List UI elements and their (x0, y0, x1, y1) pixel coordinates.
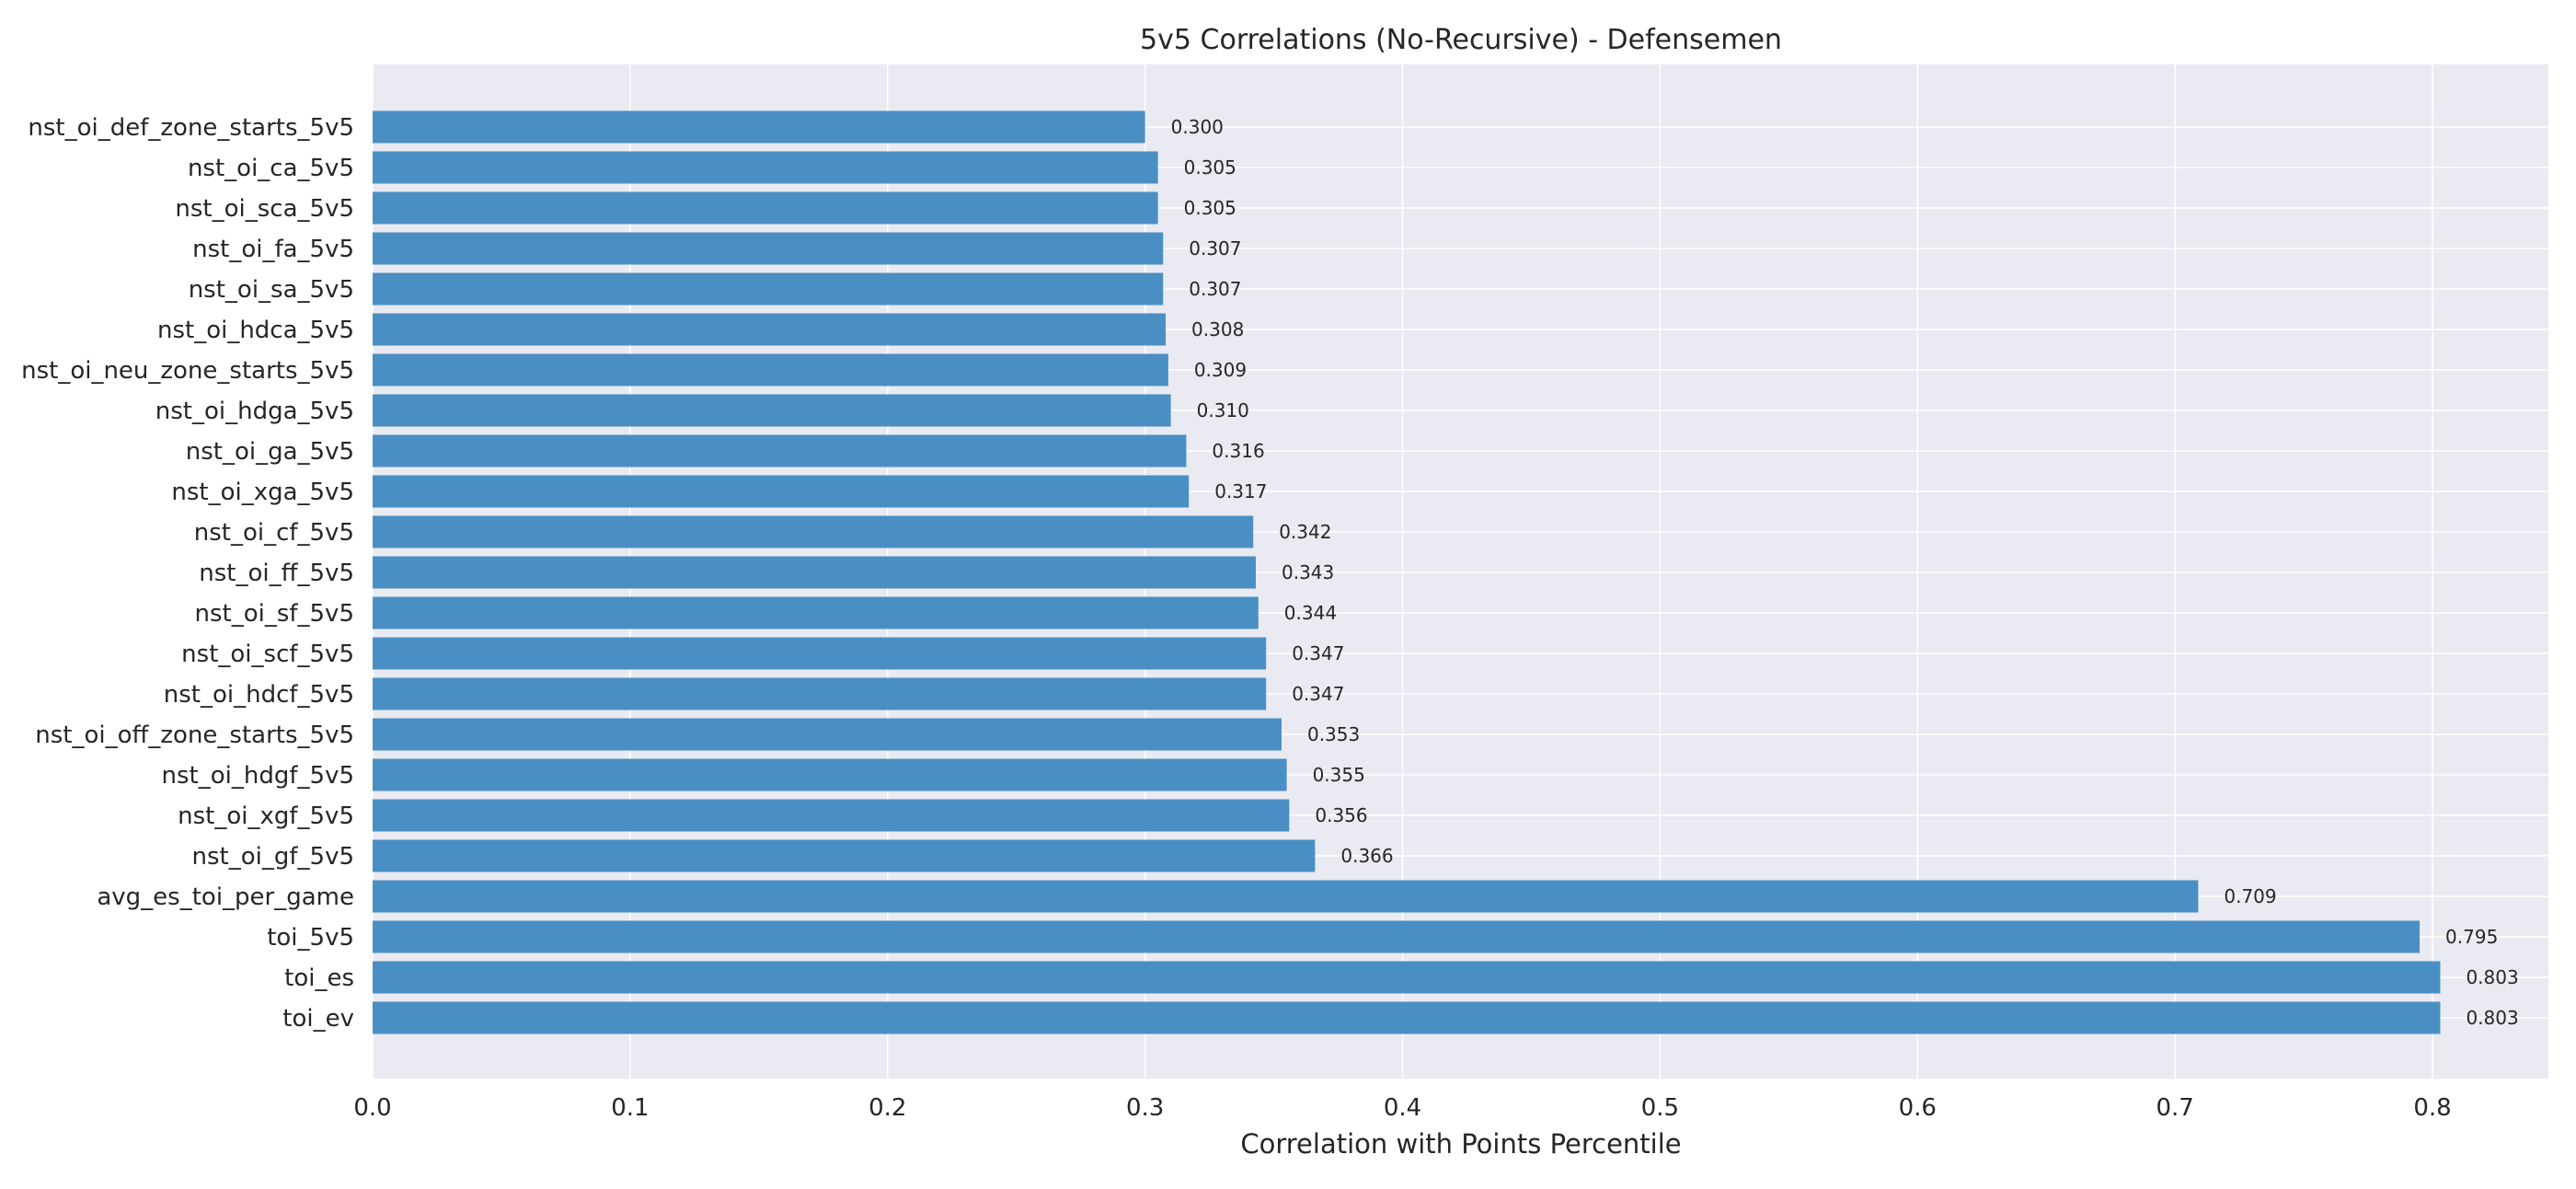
chart-title: 5v5 Correlations (No-Recursive) - Defens… (1140, 24, 1782, 56)
y-tick-label: nst_oi_sf_5v5 (194, 600, 354, 628)
y-tick-label: avg_es_toi_per_game (97, 883, 354, 911)
y-tick-label: nst_oi_off_zone_starts_5v5 (35, 721, 354, 749)
y-tick-label: nst_oi_hdcf_5v5 (164, 681, 354, 709)
y-tick-label: toi_ev (282, 1005, 354, 1033)
bar-value-label: 0.366 (1340, 845, 1393, 867)
bar (373, 191, 1158, 225)
y-tick-label: nst_oi_ca_5v5 (188, 155, 354, 182)
bar-value-label: 0.316 (1212, 440, 1264, 462)
bar-value-label: 0.305 (1184, 197, 1236, 219)
x-tick-label: 0.8 (2413, 1094, 2451, 1122)
bar-value-label: 0.353 (1307, 723, 1360, 745)
y-tick-label: nst_oi_xgf_5v5 (178, 802, 354, 830)
bar (373, 839, 1316, 872)
bar-value-label: 0.308 (1191, 318, 1244, 341)
bar-value-label: 0.795 (2445, 926, 2498, 948)
bar-value-label: 0.307 (1189, 237, 1241, 260)
bar (373, 475, 1190, 508)
bar (373, 1001, 2441, 1034)
bar (373, 313, 1167, 346)
bar-value-label: 0.347 (1292, 642, 1344, 664)
y-tick-label: nst_oi_def_zone_starts_5v5 (28, 114, 354, 142)
bar-value-label: 0.343 (1282, 561, 1334, 583)
bar (373, 394, 1171, 427)
bar (373, 961, 2441, 994)
bar (373, 515, 1254, 548)
bar (373, 232, 1164, 265)
bar-value-label: 0.803 (2466, 1007, 2518, 1029)
bar (373, 151, 1158, 184)
x-tick-label: 0.6 (1899, 1094, 1937, 1122)
x-tick-label: 0.4 (1384, 1094, 1421, 1122)
bar (373, 272, 1164, 306)
bar (373, 758, 1287, 791)
y-tick-label: toi_es (284, 964, 354, 992)
y-tick-label: nst_oi_sa_5v5 (189, 276, 354, 304)
bar (373, 718, 1282, 751)
bar (373, 353, 1168, 387)
bar-value-label: 0.344 (1284, 602, 1337, 624)
bar-value-label: 0.307 (1189, 278, 1241, 300)
y-tick-label: nst_oi_ff_5v5 (199, 560, 354, 587)
y-tick-label: nst_oi_scf_5v5 (181, 641, 354, 668)
bar (373, 799, 1290, 832)
y-tick-label: nst_oi_hdgf_5v5 (162, 762, 354, 790)
x-tick-label: 0.3 (1126, 1094, 1164, 1122)
bar (373, 637, 1267, 670)
x-tick-label: 0.5 (1641, 1094, 1679, 1122)
y-tick-label: nst_oi_ga_5v5 (186, 438, 354, 466)
y-tick-label: nst_oi_hdga_5v5 (155, 398, 354, 425)
x-tick-label: 0.2 (868, 1094, 906, 1122)
y-tick-label: toi_5v5 (267, 924, 354, 952)
bar-value-label: 0.310 (1197, 399, 1249, 421)
bar (373, 596, 1259, 629)
bar-value-label: 0.342 (1279, 521, 1331, 543)
bar-value-label: 0.803 (2466, 966, 2518, 988)
x-tick-label: 0.0 (353, 1094, 391, 1122)
bar (373, 920, 2421, 953)
bar (373, 556, 1256, 589)
bar (373, 880, 2199, 913)
bar-value-label: 0.300 (1171, 116, 1224, 138)
y-tick-label: nst_oi_neu_zone_starts_5v5 (21, 357, 354, 385)
bar-value-label: 0.709 (2224, 885, 2276, 907)
bar-value-label: 0.355 (1313, 764, 1365, 786)
bar (373, 434, 1187, 468)
bar (373, 110, 1145, 144)
bar-value-label: 0.317 (1214, 480, 1267, 502)
y-tick-label: nst_oi_hdca_5v5 (157, 317, 354, 344)
bar-value-label: 0.309 (1194, 359, 1247, 381)
bar-value-label: 0.305 (1184, 156, 1236, 179)
bar-value-label: 0.356 (1315, 804, 1367, 826)
bar (373, 677, 1267, 710)
x-tick-label: 0.7 (2156, 1094, 2193, 1122)
y-tick-label: nst_oi_fa_5v5 (192, 236, 354, 263)
y-axis-labels: nst_oi_def_zone_starts_5v5 nst_oi_ca_5v5n… (21, 114, 354, 1033)
x-axis-label: Correlation with Points Percentile (1240, 1128, 1681, 1160)
y-tick-label: nst_oi_sca_5v5 (175, 195, 354, 223)
value-labels: 0.300 0.305 0.305 0.307 0.307 0.308 0.309 0.310… (1171, 116, 2519, 1029)
bar-value-label: 0.347 (1292, 683, 1344, 705)
x-tick-label: 0.1 (611, 1094, 649, 1122)
y-tick-label: nst_oi_gf_5v5 (192, 843, 354, 871)
y-tick-label: nst_oi_xga_5v5 (171, 479, 354, 506)
x-axis-ticks: 0.0 0.1 0.2 0.3 0.4 0.5 0.6 0.7 0.8 (353, 1094, 2451, 1122)
y-tick-label: nst_oi_cf_5v5 (194, 519, 354, 547)
bars (373, 110, 2441, 1034)
